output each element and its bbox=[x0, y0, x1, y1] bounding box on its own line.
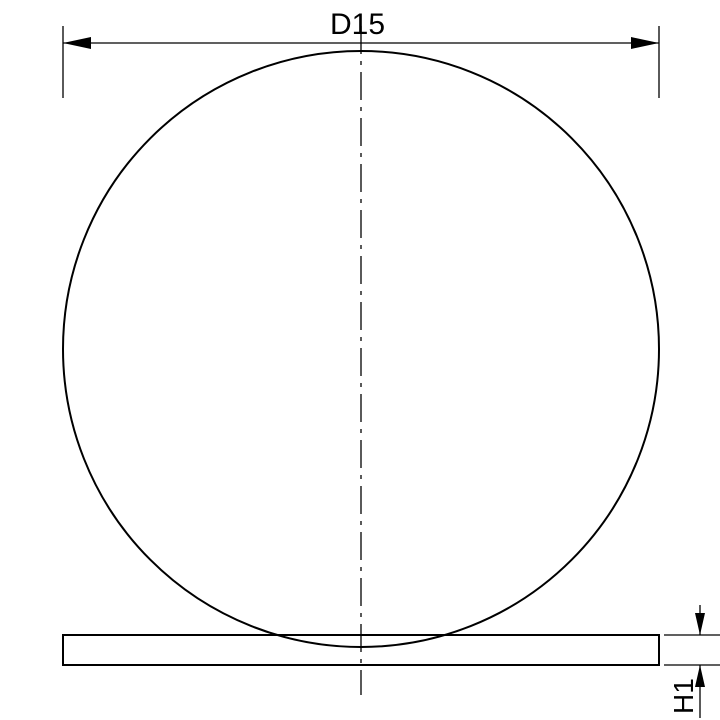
dim-d15-arrow-right bbox=[631, 37, 659, 49]
dim-h1-label: H1 bbox=[668, 678, 699, 714]
dim-d15-label: D15 bbox=[330, 8, 385, 41]
dim-h1-arrow-top bbox=[695, 613, 705, 635]
dim-d15-arrow-left bbox=[63, 37, 91, 49]
